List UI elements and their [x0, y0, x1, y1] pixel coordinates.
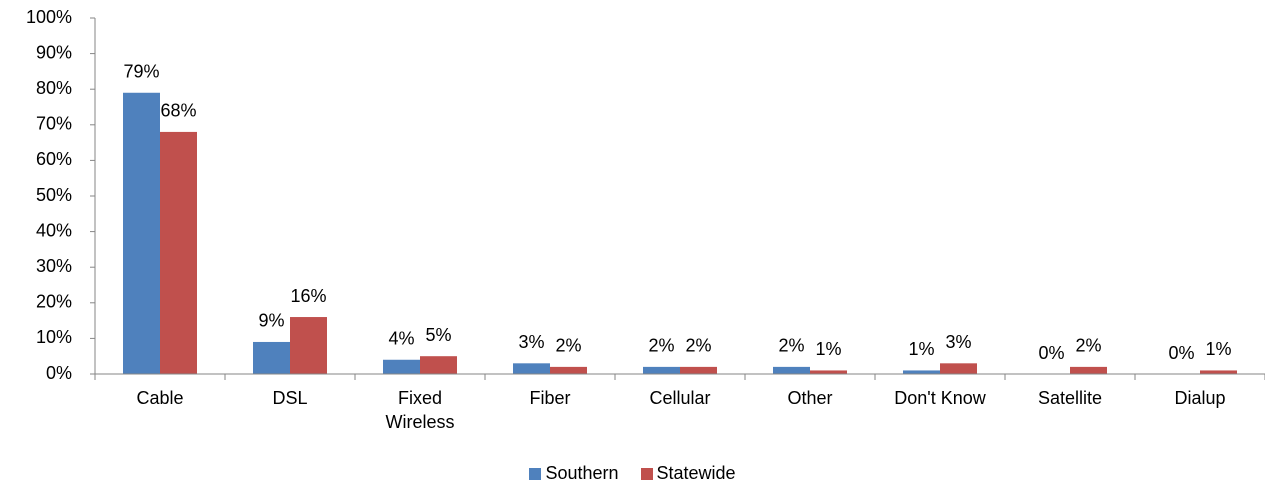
y-tick-label: 100% [26, 7, 72, 27]
data-label: 16% [290, 286, 326, 306]
data-label: 4% [388, 329, 414, 349]
x-tick-label: Other [787, 388, 833, 408]
bar [253, 341, 290, 374]
x-tick-label: Fixed Wireless [385, 388, 455, 432]
data-label: 2% [778, 336, 804, 356]
x-tick-label: DSL [272, 388, 308, 408]
bar [550, 366, 587, 374]
bar [643, 366, 680, 374]
y-tick-label: 0% [46, 363, 72, 383]
y-tick-label: 30% [36, 256, 72, 276]
bar [290, 317, 327, 374]
y-tick-label: 90% [36, 42, 72, 62]
bar [1200, 370, 1237, 374]
data-label: 1% [908, 339, 934, 359]
data-label: 3% [945, 332, 971, 352]
data-label: 2% [648, 336, 674, 356]
bar [123, 92, 160, 374]
y-tick-label: 60% [36, 149, 72, 169]
data-label: 1% [1205, 339, 1231, 359]
data-label: 2% [1075, 336, 1101, 356]
x-tick-label: Don't Know [894, 388, 986, 408]
data-label: 5% [425, 325, 451, 345]
x-tick-label: Cellular [649, 388, 711, 408]
data-label: 9% [258, 311, 284, 331]
y-tick-label: 10% [36, 327, 72, 347]
legend-swatch [640, 467, 653, 480]
y-tick-label: 50% [36, 185, 72, 205]
legend: Southern Statewide [0, 463, 1265, 484]
data-label: 68% [160, 101, 196, 121]
data-label: 3% [518, 332, 544, 352]
bar [773, 366, 810, 374]
x-tick-label: Satellite [1037, 388, 1103, 408]
legend-label: Statewide [656, 463, 736, 483]
data-label: 2% [685, 336, 711, 356]
data-label: 79% [123, 62, 159, 82]
legend-swatch [529, 467, 542, 480]
y-tick-label: 80% [36, 78, 72, 98]
x-tick-label: Fiber [529, 388, 571, 408]
bar [420, 356, 457, 374]
legend-label: Southern [545, 463, 619, 483]
bar [903, 370, 940, 374]
data-label: 2% [555, 336, 581, 356]
legend-item: Statewide [640, 463, 736, 484]
bar [940, 363, 977, 374]
x-tick-label: Cable [136, 388, 184, 408]
legend-item: Southern [529, 463, 619, 484]
bar [160, 131, 197, 374]
bar [680, 366, 717, 374]
data-label: 0% [1038, 343, 1064, 363]
y-tick-label: 40% [36, 220, 72, 240]
bar [1070, 366, 1107, 374]
x-tick-label: Dialup [1174, 388, 1226, 408]
y-tick-label: 20% [36, 292, 72, 312]
data-label: 0% [1168, 343, 1194, 363]
y-tick-label: 70% [36, 114, 72, 134]
data-label: 1% [815, 339, 841, 359]
bar [810, 370, 847, 374]
bar [383, 359, 420, 374]
bar [513, 363, 550, 374]
